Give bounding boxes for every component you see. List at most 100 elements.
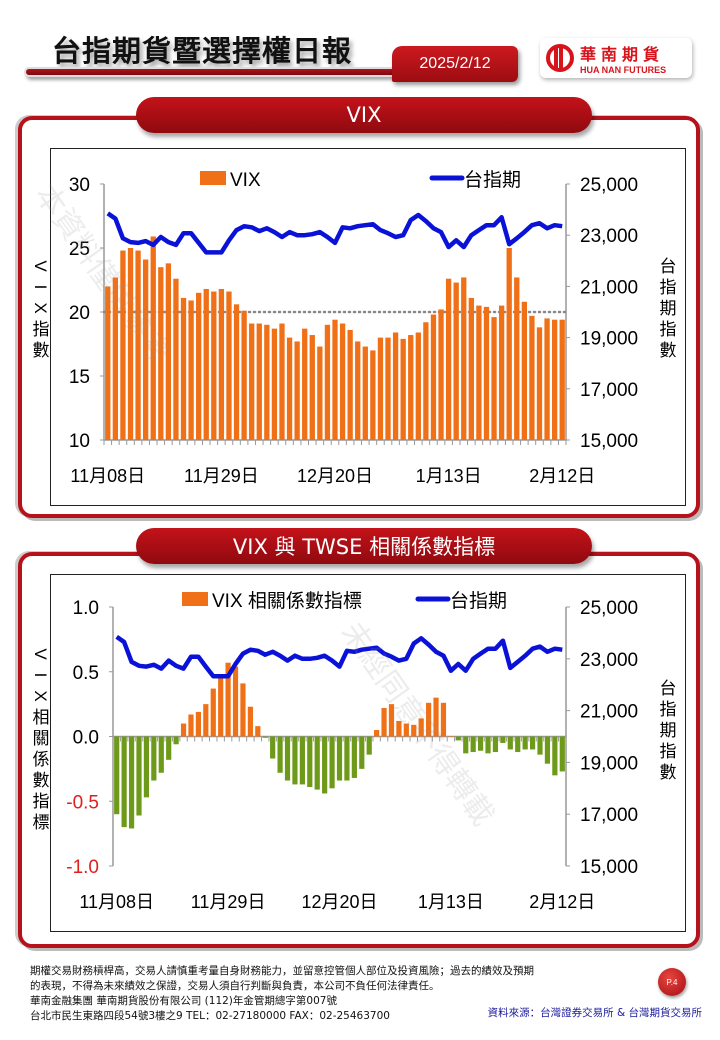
- bar: [476, 305, 482, 440]
- legend-line-label: 台指期: [464, 169, 521, 191]
- bar: [492, 736, 499, 753]
- data-source: 資料來源：台灣證券交易所 & 台灣期貨交易所: [487, 1007, 702, 1019]
- bar: [302, 328, 308, 440]
- y-axis-title: X: [31, 690, 50, 701]
- company-info: 華南金融集團 華南期貨股份有限公司 (112)年金管期總字第007號: [30, 995, 337, 1007]
- taiex-line: [115, 634, 563, 679]
- bar: [385, 337, 391, 440]
- bar: [351, 736, 357, 778]
- bar: [135, 250, 141, 440]
- y-axis-title: 關: [33, 729, 50, 748]
- y2-tick-label: 25,000: [580, 598, 638, 619]
- y-tick-label: -0.5: [66, 792, 99, 813]
- bar: [255, 726, 261, 737]
- bar: [329, 736, 335, 789]
- y-tick-label: -1.0: [66, 857, 99, 878]
- bar: [506, 248, 512, 440]
- x-tick-label: 2月12日: [529, 466, 595, 486]
- y2-tick-label: 21,000: [580, 702, 638, 723]
- y-tick-label: 0.5: [73, 663, 99, 684]
- bar: [195, 711, 202, 737]
- bar: [128, 736, 135, 829]
- bar: [455, 736, 461, 741]
- y-axis-title: I: [31, 673, 50, 678]
- y2-tick-label: 25,000: [580, 175, 638, 196]
- bar: [536, 327, 543, 440]
- bar: [381, 708, 387, 737]
- bar: [559, 319, 565, 440]
- y-tick-label: 25: [69, 239, 90, 260]
- y-axis-title: 指: [33, 792, 50, 811]
- y2-axis-title: 數: [660, 763, 677, 782]
- x-tick-label: 12月20日: [301, 892, 377, 912]
- bar: [299, 736, 305, 785]
- page-number-badge: P.4: [658, 968, 686, 996]
- y2-tick-label: 17,000: [580, 380, 638, 401]
- bar: [430, 314, 437, 440]
- bar: [196, 292, 202, 440]
- bar: [521, 301, 527, 440]
- bar: [277, 736, 283, 773]
- bar: [537, 736, 543, 755]
- bar: [400, 338, 406, 440]
- logo-mark-icon: [546, 44, 574, 72]
- bar: [158, 267, 164, 440]
- legend-bar-label: VIX: [230, 170, 261, 191]
- bar: [388, 704, 395, 737]
- bar: [218, 288, 225, 440]
- bar: [445, 278, 452, 440]
- disclaimer-line-1: 期權交易財務槓桿高，交易人請慎重考量自身財務能力，並留意控管個人部位及投資風險；…: [30, 965, 534, 977]
- bar: [529, 736, 536, 750]
- bar: [188, 300, 194, 440]
- bar: [544, 736, 551, 764]
- bar: [418, 718, 424, 737]
- bar: [256, 323, 262, 440]
- y2-tick-label: 19,000: [580, 753, 638, 774]
- x-tick-label: 1月13日: [416, 466, 482, 486]
- footer-disclaimer: 期權交易財務槓桿高，交易人請慎重考量自身財務能力，並留意控管個人部位及投資風險；…: [30, 964, 534, 1024]
- vix-chart: 10 15 20 25 30 15,000 17,000 19,000 21,000 23,000…: [31, 169, 677, 486]
- y2-axis-title: 台: [660, 679, 677, 698]
- bar: [143, 259, 149, 440]
- y2-axis-title: 指: [660, 742, 677, 761]
- legend-bar-swatch: [182, 592, 208, 606]
- bar: [339, 323, 346, 440]
- bar: [240, 683, 246, 737]
- bar: [188, 714, 194, 737]
- bar: [453, 282, 459, 440]
- bar: [241, 310, 247, 440]
- bar: [203, 704, 209, 737]
- bar: [114, 736, 120, 815]
- x-tick-label: 2月12日: [529, 892, 595, 912]
- y-axis-title: 指: [33, 320, 50, 339]
- y2-axis-title: 指: [660, 700, 677, 719]
- bar: [158, 736, 164, 773]
- bar: [507, 736, 513, 750]
- bar: [218, 675, 224, 737]
- bar: [559, 736, 565, 772]
- bar: [366, 736, 372, 755]
- bar: [392, 332, 399, 440]
- logo-name-en: HUA NAN FUTURES: [580, 65, 667, 75]
- bar: [544, 318, 550, 440]
- y-axis-title: 數: [33, 771, 50, 790]
- bar: [461, 277, 467, 440]
- bar: [233, 304, 240, 440]
- y2-tick-label: 15,000: [580, 857, 638, 878]
- bar: [136, 736, 142, 816]
- bar: [552, 736, 558, 776]
- bar: [515, 736, 521, 753]
- bar: [440, 702, 447, 737]
- y-tick-label: 0.0: [73, 728, 99, 749]
- bar: [324, 324, 331, 440]
- bar: [514, 277, 520, 440]
- bar: [438, 309, 444, 440]
- page-title: 台指期貨暨選擇權日報: [52, 34, 353, 68]
- bar: [180, 723, 187, 737]
- y2-axis-title: 數: [660, 341, 677, 360]
- bar: [485, 736, 491, 754]
- bar: [359, 736, 365, 769]
- bar: [317, 346, 323, 440]
- legend-bar-swatch: [200, 171, 226, 185]
- bar: [249, 323, 255, 440]
